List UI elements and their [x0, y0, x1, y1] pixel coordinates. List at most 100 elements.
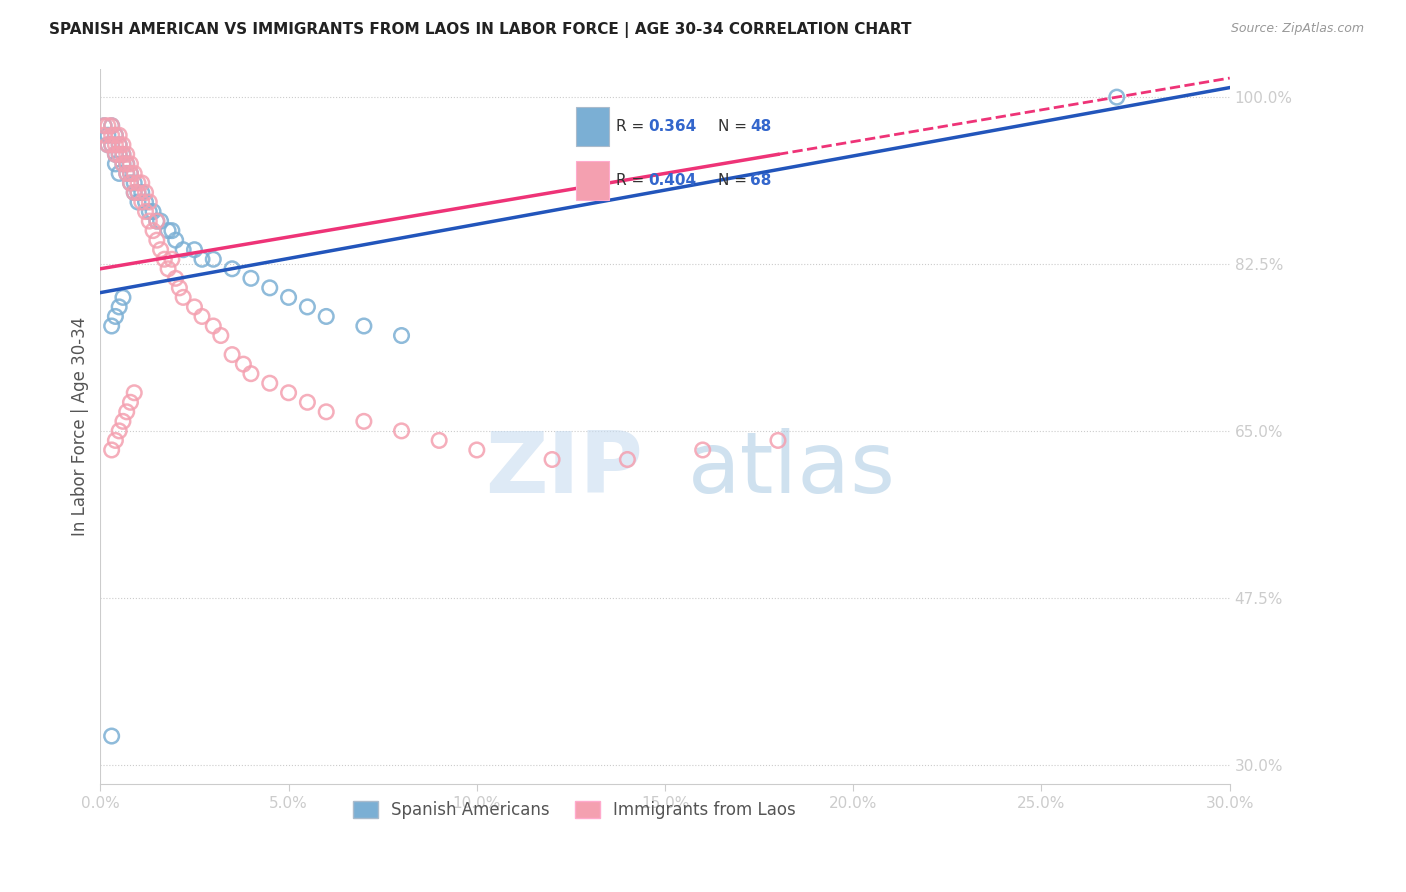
- Point: [353, 318, 375, 333]
- Point: [391, 424, 413, 438]
- Point: [100, 729, 122, 743]
- Point: [127, 194, 149, 209]
- Point: [104, 128, 127, 143]
- Point: [138, 214, 160, 228]
- Y-axis label: In Labor Force | Age 30-34: In Labor Force | Age 30-34: [72, 317, 89, 536]
- Text: ZIP: ZIP: [485, 427, 643, 510]
- Point: [131, 176, 153, 190]
- Point: [239, 367, 262, 381]
- Point: [120, 176, 142, 190]
- Point: [165, 233, 187, 247]
- Point: [108, 166, 131, 180]
- Point: [111, 157, 134, 171]
- Point: [297, 300, 319, 314]
- Point: [172, 290, 194, 304]
- Point: [100, 318, 122, 333]
- Point: [122, 176, 145, 190]
- Point: [97, 137, 120, 152]
- Point: [120, 166, 142, 180]
- Point: [146, 214, 169, 228]
- Point: [115, 157, 138, 171]
- Point: [239, 271, 262, 285]
- Point: [160, 252, 183, 267]
- Point: [104, 137, 127, 152]
- Point: [120, 157, 142, 171]
- Point: [108, 147, 131, 161]
- Point: [108, 147, 131, 161]
- Point: [142, 224, 165, 238]
- Point: [259, 281, 281, 295]
- Point: [315, 405, 337, 419]
- Point: [202, 252, 225, 267]
- Point: [100, 119, 122, 133]
- Point: [127, 186, 149, 200]
- Point: [108, 137, 131, 152]
- Point: [122, 385, 145, 400]
- Point: [122, 186, 145, 200]
- Point: [165, 271, 187, 285]
- Point: [191, 310, 214, 324]
- Point: [1105, 90, 1128, 104]
- Point: [97, 137, 120, 152]
- Point: [115, 157, 138, 171]
- Point: [465, 442, 488, 457]
- Point: [93, 119, 115, 133]
- Point: [138, 194, 160, 209]
- Point: [157, 261, 180, 276]
- Point: [172, 243, 194, 257]
- Point: [108, 300, 131, 314]
- Point: [146, 214, 169, 228]
- Legend: Spanish Americans, Immigrants from Laos: Spanish Americans, Immigrants from Laos: [346, 794, 803, 825]
- Point: [93, 119, 115, 133]
- Point: [93, 128, 115, 143]
- Point: [135, 204, 157, 219]
- Point: [97, 128, 120, 143]
- Point: [135, 194, 157, 209]
- Point: [221, 348, 243, 362]
- Point: [157, 224, 180, 238]
- Point: [221, 261, 243, 276]
- Point: [115, 147, 138, 161]
- Point: [149, 214, 172, 228]
- Point: [160, 224, 183, 238]
- Point: [277, 385, 299, 400]
- Point: [100, 137, 122, 152]
- Point: [100, 128, 122, 143]
- Point: [209, 328, 232, 343]
- Text: atlas: atlas: [688, 427, 896, 510]
- Point: [111, 414, 134, 428]
- Text: SPANISH AMERICAN VS IMMIGRANTS FROM LAOS IN LABOR FORCE | AGE 30-34 CORRELATION : SPANISH AMERICAN VS IMMIGRANTS FROM LAOS…: [49, 22, 911, 38]
- Point: [315, 310, 337, 324]
- Point: [297, 395, 319, 409]
- Text: Source: ZipAtlas.com: Source: ZipAtlas.com: [1230, 22, 1364, 36]
- Point: [169, 281, 191, 295]
- Point: [120, 176, 142, 190]
- Point: [115, 166, 138, 180]
- Point: [541, 452, 564, 467]
- Point: [353, 414, 375, 428]
- Point: [108, 137, 131, 152]
- Point: [111, 157, 134, 171]
- Point: [131, 194, 153, 209]
- Point: [202, 318, 225, 333]
- Point: [104, 157, 127, 171]
- Point: [108, 128, 131, 143]
- Point: [111, 290, 134, 304]
- Point: [616, 452, 638, 467]
- Point: [131, 186, 153, 200]
- Point: [111, 137, 134, 152]
- Point: [766, 434, 789, 448]
- Point: [138, 204, 160, 219]
- Point: [115, 405, 138, 419]
- Point: [104, 147, 127, 161]
- Point: [142, 204, 165, 219]
- Point: [104, 128, 127, 143]
- Point: [146, 233, 169, 247]
- Point: [135, 186, 157, 200]
- Point: [127, 186, 149, 200]
- Point: [183, 243, 205, 257]
- Point: [100, 137, 122, 152]
- Point: [427, 434, 450, 448]
- Point: [277, 290, 299, 304]
- Point: [104, 310, 127, 324]
